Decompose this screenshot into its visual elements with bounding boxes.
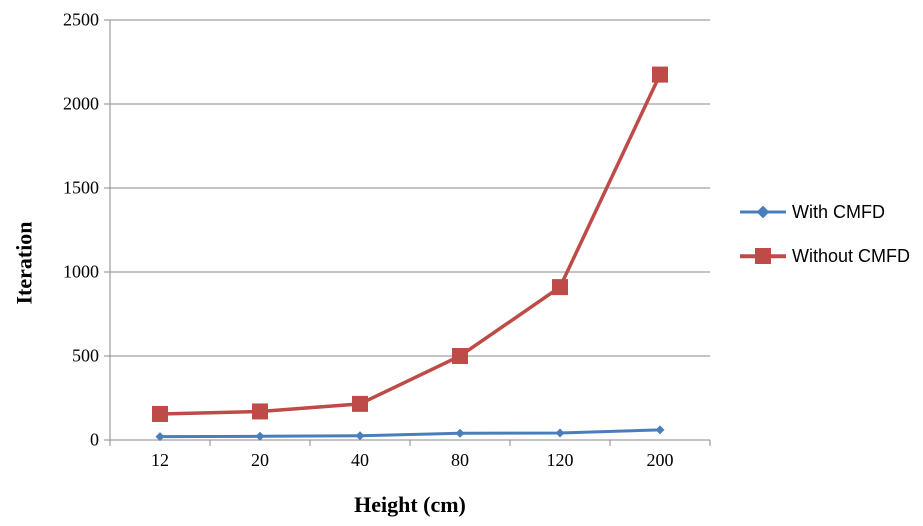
legend: With CMFD Without CMFD xyxy=(740,200,910,288)
y-axis-title: Iteration xyxy=(10,0,40,526)
x-tick-label: 120 xyxy=(547,450,574,471)
legend-marker-icon xyxy=(757,206,770,219)
marker-diamond-icon xyxy=(456,429,465,438)
y-tick-label: 2000 xyxy=(49,94,99,115)
series-line xyxy=(160,75,660,414)
marker-square-icon xyxy=(152,406,168,422)
x-tick-label: 80 xyxy=(451,450,469,471)
x-tick-label: 40 xyxy=(351,450,369,471)
x-tick-label: 20 xyxy=(251,450,269,471)
marker-diamond-icon xyxy=(356,431,365,440)
legend-item: With CMFD xyxy=(740,200,910,224)
x-axis-title: Height (cm) xyxy=(110,492,710,518)
legend-label: Without CMFD xyxy=(792,246,910,267)
y-tick-label: 500 xyxy=(49,346,99,367)
y-axis-title-text: Iteration xyxy=(12,221,38,304)
marker-square-icon xyxy=(352,396,368,412)
marker-diamond-icon xyxy=(256,432,265,441)
y-tick-label: 0 xyxy=(49,430,99,451)
y-tick-label: 2500 xyxy=(49,10,99,31)
legend-swatch xyxy=(740,200,786,224)
marker-square-icon xyxy=(552,279,568,295)
y-tick-label: 1000 xyxy=(49,262,99,283)
marker-diamond-icon xyxy=(656,425,665,434)
legend-swatch xyxy=(740,244,786,268)
legend-item: Without CMFD xyxy=(740,244,910,268)
marker-square-icon xyxy=(652,67,668,83)
marker-square-icon xyxy=(452,348,468,364)
legend-marker-icon xyxy=(755,248,771,264)
series-line xyxy=(160,430,660,437)
x-tick-label: 12 xyxy=(151,450,169,471)
y-tick-label: 1500 xyxy=(49,178,99,199)
x-tick-label: 200 xyxy=(647,450,674,471)
marker-square-icon xyxy=(252,403,268,419)
marker-diamond-icon xyxy=(556,428,565,437)
legend-label: With CMFD xyxy=(792,202,885,223)
